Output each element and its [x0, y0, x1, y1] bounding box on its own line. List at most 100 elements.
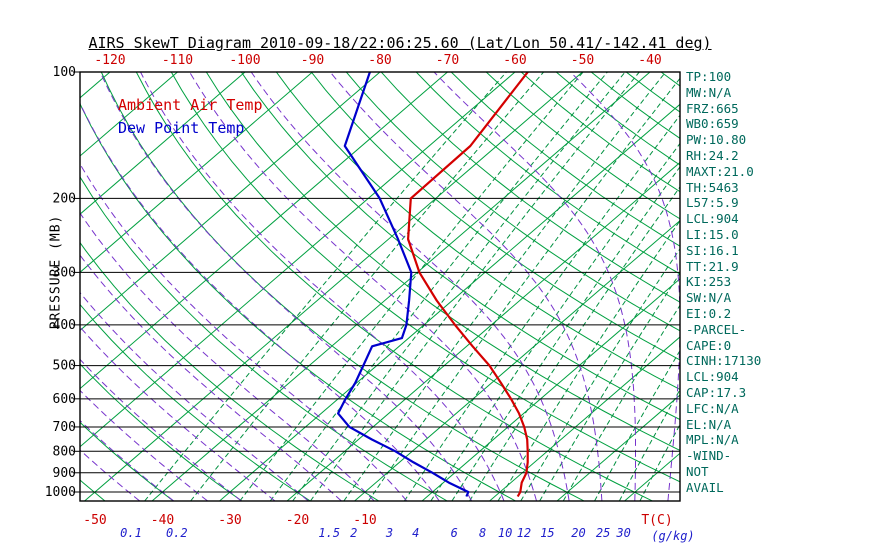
- isotherm-line: [80, 72, 516, 448]
- dry-adiabat-line: [80, 303, 311, 501]
- top-axis-tick-label: -90: [301, 53, 324, 68]
- stat-line: -WIND-: [686, 448, 732, 464]
- temp-unit-label: T(C): [641, 513, 672, 528]
- isotherm-line: [219, 103, 680, 501]
- dry-adiabat-line: [80, 421, 174, 501]
- mixing-ratio-tick-label: 3: [385, 526, 393, 540]
- stat-line: LCL:904: [686, 211, 739, 227]
- pressure-tick-label: 900: [53, 466, 76, 481]
- pressure-tick-label: 600: [53, 392, 76, 407]
- dry-adiabat-line: [80, 363, 242, 501]
- mixing-ratio-tick-label: 12: [517, 526, 531, 540]
- moist-adiabat-line: [80, 102, 440, 501]
- mixing-ratio-line: [520, 247, 680, 501]
- dry-adiabat-line: [205, 72, 680, 451]
- isotherm-line: [286, 161, 680, 501]
- stat-line: TP:100: [686, 69, 732, 84]
- dry-adiabat-line: [415, 72, 680, 275]
- mixing-ratio-line: [343, 72, 667, 501]
- mixing-ratio-line: [594, 349, 680, 501]
- moist-adiabat-line: [189, 72, 537, 501]
- stat-line: LI:15.0: [686, 226, 739, 242]
- mixing-ratio-tick-label: 30: [615, 526, 630, 540]
- stat-line: LFC:N/A: [686, 400, 739, 416]
- stats-panel: TP:100 MW:N/A FRZ:665 WB0:659 PW:10.80 RH:24.…: [686, 69, 761, 496]
- dry-adiabat-line: [135, 72, 653, 501]
- moist-adiabat-line: [80, 419, 174, 501]
- mixing-ratio-line: [451, 166, 680, 501]
- moist-adiabat-line: [250, 72, 570, 501]
- bottom-axis-tick-label: -50: [83, 513, 106, 528]
- dry-adiabat-line: [450, 72, 680, 247]
- mixing-ratio-line: [292, 72, 626, 501]
- mixing-ratio-line: [539, 272, 680, 501]
- mixing-ratio-line: [430, 142, 680, 501]
- dry-adiabat-line: [170, 72, 680, 483]
- dry-adiabat-line: [310, 72, 680, 361]
- mixing-ratio-tick-label: 0.1: [120, 526, 142, 540]
- top-axis-tick-label: -70: [436, 53, 459, 68]
- axis-labels: -120 -110 -100 -90 -80 -70 -60 -50 -40 -50 -40 -30 -…: [45, 53, 695, 543]
- dry-adiabat-line: [520, 72, 680, 193]
- moist-adiabat-line: [433, 72, 636, 501]
- dry-adiabat-line: [240, 72, 680, 421]
- top-axis-tick-label: -60: [503, 53, 526, 68]
- stat-line: PW:10.80: [686, 132, 747, 148]
- pressure-tick-label: 100: [53, 65, 76, 80]
- stat-line: MAXT:21.0: [686, 163, 754, 179]
- isotherm-line: [80, 72, 448, 390]
- stat-line: LCL:904: [686, 369, 739, 385]
- mixing-ratio-line: [239, 72, 584, 501]
- pressure-tick-label: 700: [53, 420, 76, 435]
- stat-line: TH:5463: [686, 179, 739, 195]
- stat-line: SW:N/A: [686, 290, 732, 306]
- moist-adiabat-lines: [80, 72, 680, 501]
- pressure-axis-label: PRESSURE (MB): [48, 214, 64, 330]
- dry-adiabat-line: [555, 72, 680, 166]
- mixing-ratio-line: [310, 72, 640, 501]
- bottom-axis-tick-label: -10: [353, 513, 376, 528]
- mixing-ratio-tick-label: 25: [596, 526, 610, 540]
- isotherm-line: [80, 72, 381, 332]
- moist-adiabat-line: [80, 389, 208, 501]
- pressure-tick-label: 500: [53, 359, 76, 374]
- mixing-ratio-line: [269, 72, 608, 501]
- isotherm-line: [556, 394, 680, 501]
- mixing-ratio-line: [618, 388, 680, 501]
- top-axis-tick-label: -120: [94, 53, 125, 68]
- moist-adiabat-line: [140, 72, 505, 501]
- stat-line: KI:253: [686, 274, 732, 290]
- pressure-tick-label: 300: [53, 265, 76, 280]
- mixing-ratio-tick-label: 15: [540, 526, 554, 540]
- mixing-ratio-tick-label: 20: [571, 526, 585, 540]
- plot-reference-lines: [0, 72, 680, 501]
- dry-adiabat-line: [485, 72, 680, 220]
- dry-adiabat-line: [0, 72, 36, 501]
- stat-line: WB0:659: [686, 116, 739, 132]
- bottom-axis-tick-label: -40: [151, 513, 174, 528]
- pressure-tick-label: 800: [53, 444, 76, 459]
- temperature-curve: [407, 72, 529, 498]
- mixing-ratio-lines: [144, 72, 680, 501]
- mixing-ratio-tick-label: 1.5: [318, 526, 340, 540]
- stat-line: NOT: [686, 463, 709, 479]
- top-axis-tick-label: -50: [571, 53, 594, 68]
- isotherm-line: [80, 72, 313, 273]
- moist-adiabat-line: [99, 72, 473, 501]
- isotherm-line: [80, 72, 246, 215]
- mixing-ratio-tick-label: 10: [498, 526, 512, 540]
- stat-line: CAPE:0: [686, 337, 732, 353]
- mixing-ratio-unit-label: (g/kg): [651, 529, 694, 543]
- dry-adiabat-line: [80, 241, 379, 501]
- mixing-ratio-tick-label: 6: [451, 526, 458, 540]
- mixing-ratio-tick-label: 2: [350, 526, 357, 540]
- dewpoint-curve: [337, 72, 470, 497]
- isotherm-line: [0, 72, 42, 501]
- plot-border: [79, 71, 681, 502]
- stat-line: L57:5.9: [686, 195, 739, 211]
- mixing-ratio-line: [190, 72, 544, 501]
- stat-line: EL:N/A: [686, 416, 732, 432]
- dry-adiabat-line: [345, 72, 680, 332]
- pressure-tick-label: 200: [53, 191, 76, 206]
